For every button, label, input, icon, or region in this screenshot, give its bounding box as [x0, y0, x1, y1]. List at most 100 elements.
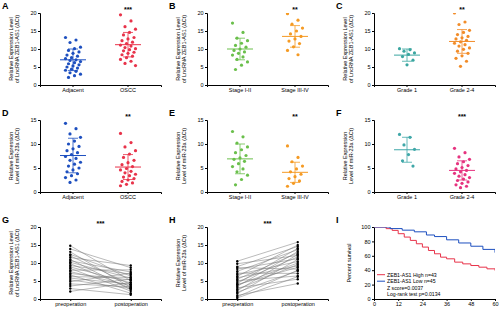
- data-point: [468, 46, 471, 49]
- tick-label: 0: [367, 296, 370, 302]
- tick-label: Grade 2-4: [450, 194, 475, 200]
- plot-marks: [394, 133, 475, 189]
- annotation: ***: [458, 113, 466, 120]
- axis-line: [205, 14, 208, 86]
- data-point: [67, 164, 70, 167]
- error-cap: [68, 138, 78, 139]
- tick: Stage I-II: [229, 192, 252, 200]
- axis-line: [208, 193, 329, 195]
- axis: 05101520: [364, 10, 374, 88]
- axis-line: [208, 86, 329, 88]
- tick: preoperation: [222, 299, 253, 307]
- data-point: [69, 285, 71, 287]
- data-point: [67, 62, 70, 65]
- error-cap: [235, 144, 245, 145]
- data-point: [297, 258, 299, 260]
- data-point: [69, 287, 71, 289]
- error-bar: [68, 138, 78, 173]
- tick: 15: [30, 117, 40, 123]
- data-point: [299, 173, 302, 176]
- tick-mark: [205, 144, 207, 145]
- data-point: [453, 42, 456, 45]
- data-point: [297, 266, 299, 268]
- error-cap: [402, 137, 412, 138]
- data-point: [453, 172, 456, 175]
- tick: 36: [444, 299, 450, 307]
- data-point: [134, 173, 137, 176]
- tick: postoperation: [282, 299, 315, 307]
- plot-marks: [394, 13, 475, 68]
- axis-line: [41, 86, 162, 88]
- data-point: [134, 149, 137, 152]
- data-point: [297, 272, 299, 274]
- tick: 15: [30, 242, 40, 248]
- data-point: [130, 278, 132, 280]
- data-point: [234, 68, 237, 71]
- data-point: [130, 286, 132, 288]
- data-point: [466, 180, 469, 183]
- data-point: [240, 64, 243, 67]
- error-stem: [462, 161, 463, 180]
- tick-label: 15: [197, 117, 203, 123]
- data-point: [456, 179, 459, 182]
- pair-line: [237, 284, 298, 296]
- tick-mark: [38, 245, 40, 246]
- tick-label: Grade 2-4: [450, 87, 475, 93]
- tick-label: 0: [200, 296, 203, 302]
- axis-line: [38, 121, 41, 193]
- tick: 10: [364, 141, 374, 147]
- data-point: [76, 151, 79, 154]
- axis: 051015: [30, 117, 40, 195]
- tick: 5: [367, 64, 374, 70]
- data-point: [468, 29, 471, 32]
- tick-label: 0: [200, 82, 203, 88]
- tick-mark: [38, 120, 40, 121]
- tick-label: 10: [197, 260, 203, 266]
- data-point: [463, 151, 466, 154]
- tick-label: Grade 1: [397, 194, 417, 200]
- error-cap: [290, 47, 300, 48]
- tick-label: 15: [364, 28, 370, 34]
- axis-line: [205, 228, 208, 300]
- tick: 0: [33, 82, 40, 88]
- data-point: [67, 142, 70, 145]
- tick: OSCC: [120, 85, 136, 93]
- data-point: [231, 21, 234, 24]
- data-point: [131, 41, 134, 44]
- data-point: [64, 176, 67, 179]
- legend-swatch: [377, 274, 385, 275]
- tick: Grade 1: [397, 192, 417, 200]
- axis-line: [375, 86, 496, 88]
- tick: Stage III-IV: [281, 192, 309, 200]
- tick-mark: [372, 144, 374, 145]
- tick: 10: [30, 141, 40, 147]
- tick-mark: [38, 49, 40, 50]
- pair-line: [237, 277, 298, 298]
- panel: C05101520Relative Expression Levelof Lnc…: [336, 1, 496, 93]
- tick-label: 5: [33, 64, 36, 70]
- error-cap: [402, 49, 412, 50]
- y-axis-title: Relative ExpressionLevel of miR-23a (ΔCt…: [342, 128, 354, 184]
- plot-marks: [60, 122, 141, 188]
- data-point: [454, 183, 457, 186]
- tick: 10: [197, 46, 207, 52]
- data-point: [231, 165, 234, 168]
- tick-label: 0: [33, 189, 36, 195]
- y-axis-title: Relative Expression Levelof LncRNA ZEB1-…: [8, 229, 20, 297]
- tick-mark: [205, 13, 207, 14]
- data-point: [287, 177, 290, 180]
- data-point: [231, 130, 234, 133]
- tick-label: 15: [197, 242, 203, 248]
- tick-label: 100: [361, 224, 370, 230]
- survival-line: [374, 227, 495, 271]
- error-stem: [240, 144, 241, 174]
- tick-label: 40: [364, 267, 370, 273]
- tick-mark: [372, 67, 374, 68]
- error-stem: [128, 32, 129, 56]
- error-bar: [290, 26, 300, 48]
- data-point: [119, 168, 122, 171]
- data-point: [74, 38, 77, 41]
- data-point: [246, 174, 249, 177]
- data-point: [65, 65, 68, 68]
- data-point: [234, 151, 237, 154]
